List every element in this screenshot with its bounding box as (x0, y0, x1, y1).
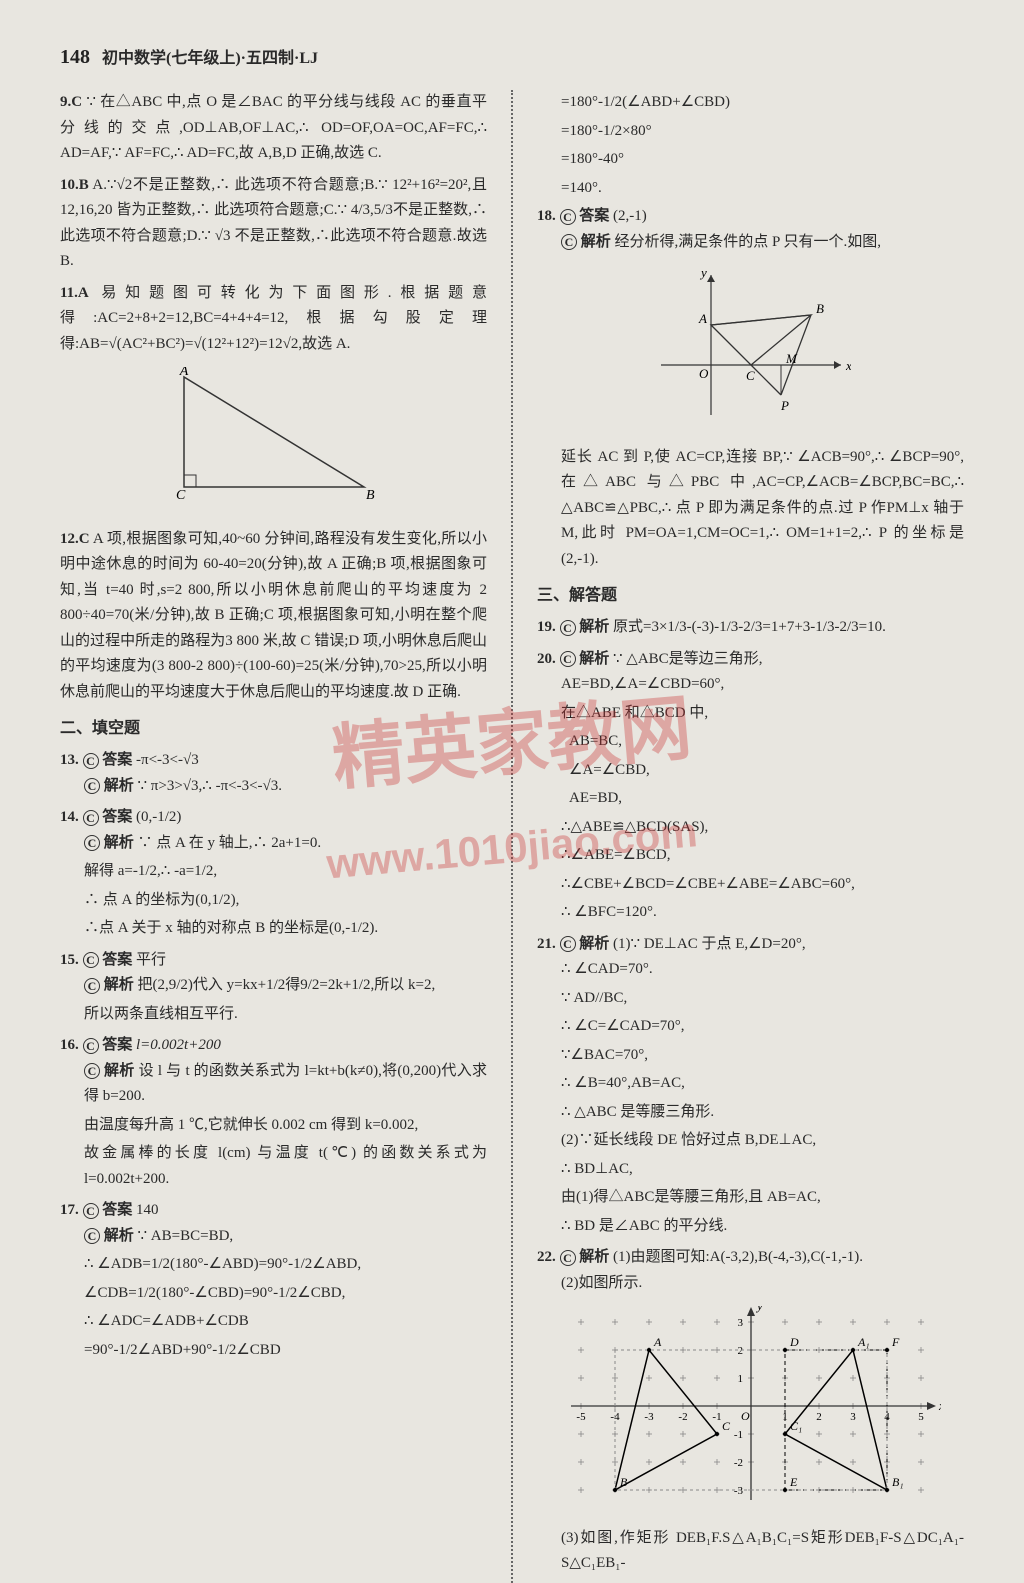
svg-text:x: x (938, 1398, 941, 1413)
svg-text:y: y (755, 1306, 763, 1313)
circle-c-icon: C (560, 936, 576, 952)
circle-c-icon: C (83, 952, 99, 968)
svg-text:1: 1 (737, 1373, 743, 1385)
page-header: 148 初中数学(七年级上)·五四制·LJ (60, 40, 964, 74)
triangle-figure: A C B (60, 367, 487, 517)
q21: 21. C 解析 (1)∵ DE⊥AC 于点 E,∠D=20°, ∴ ∠CAD=… (537, 932, 964, 1240)
circle-c-icon: C (84, 778, 100, 794)
svg-text:B: B (620, 1475, 628, 1489)
header-title: 初中数学(七年级上)·五四制·LJ (102, 45, 318, 72)
svg-text:O: O (741, 1409, 750, 1423)
svg-text:B₁: B₁ (892, 1475, 904, 1489)
coord-figure: x y O A B C M P (537, 265, 964, 435)
q11: 11.A 易知题图可转化为下面图形.根据题意得:AC=2+8+2=12,BC=4… (60, 281, 487, 358)
svg-text:C: C (722, 1419, 731, 1433)
q16: 16. C 答案 l=0.002t+200 C 解析 设 l 与 t 的函数关系… (60, 1033, 487, 1192)
svg-text:P: P (780, 398, 789, 413)
q15: 15. C 答案 平行 C 解析 把(2,9/2)代入 y=kx+1/2得9/2… (60, 948, 487, 1028)
svg-text:3: 3 (737, 1317, 743, 1329)
svg-text:A: A (653, 1335, 662, 1349)
svg-text:B: B (816, 301, 824, 316)
q12: 12.C A 项,根据图象可知,40~60 分钟间,路程没有发生变化,所以小明中… (60, 527, 487, 706)
svg-text:y: y (699, 265, 707, 280)
circle-c-icon: C (83, 1038, 99, 1054)
section-2-title: 二、填空题 (60, 715, 487, 742)
right-column: =180°-1/2(∠ABD+∠CBD) =180°-1/2×80° =180°… (537, 90, 964, 1583)
section-3-title: 三、解答题 (537, 582, 964, 609)
svg-text:-3: -3 (644, 1411, 654, 1423)
q17: 17. C 答案 140 C 解析 ∵ AB=BC=BD, ∴ ∠ADB=1/2… (60, 1198, 487, 1363)
svg-text:B: B (366, 488, 375, 503)
svg-text:-2: -2 (678, 1411, 687, 1423)
grid-figure: -5-4-3-2-112345-3-2-1123xyOABCA₁B₁C₁DEF (537, 1306, 964, 1516)
circle-c-icon: C (560, 651, 576, 667)
q18-exp2: 延长 AC 到 P,使 AC=CP,连接 BP,∵ ∠ACB=90°,∴ ∠BC… (537, 445, 964, 573)
q19: 19. C 解析 原式=3×1/3-(-3)-1/3-2/3=1+7+3-1/3… (537, 615, 964, 641)
svg-text:C: C (176, 488, 186, 503)
q20: 20. C 解析 ∵ △ABC是等边三角形, AE=BD,∠A=∠CBD=60°… (537, 647, 964, 926)
svg-text:3: 3 (850, 1411, 856, 1423)
q22-exp3: (3)如图,作矩形 DEB₁F.S△A₁B₁C₁=S矩形DEB₁F-S△DC₁A… (537, 1526, 964, 1577)
q14: 14. C 答案 (0,-1/2) C 解析 ∵ 点 A 在 y 轴上,∴ 2a… (60, 805, 487, 942)
circle-c-icon: C (561, 234, 577, 250)
page-number: 148 (60, 40, 90, 74)
svg-text:x: x (845, 358, 851, 373)
content: 9.C ∵ 在△ABC 中,点 O 是∠BAC 的平分线与线段 AC 的垂直平分… (60, 90, 964, 1583)
q22: 22. C 解析 (1)由题图可知:A(-3,2),B(-4,-3),C(-1,… (537, 1245, 964, 1296)
circle-c-icon: C (83, 753, 99, 769)
circle-c-icon: C (560, 620, 576, 636)
svg-text:-1: -1 (733, 1429, 742, 1441)
svg-text:F: F (891, 1335, 900, 1349)
svg-text:-5: -5 (576, 1411, 586, 1423)
svg-text:2: 2 (816, 1411, 822, 1423)
svg-text:C: C (746, 368, 755, 383)
svg-text:O: O (699, 366, 709, 381)
left-column: 9.C ∵ 在△ABC 中,点 O 是∠BAC 的平分线与线段 AC 的垂直平分… (60, 90, 487, 1583)
svg-text:D: D (789, 1335, 799, 1349)
svg-text:C₁: C₁ (790, 1419, 802, 1433)
q18: 18. C 答案 (2,-1) C 解析 经分析得,满足条件的点 P 只有一个.… (537, 204, 964, 255)
circle-c-icon: C (83, 1203, 99, 1219)
q10: 10.B A.∵√2不是正整数,∴ 此选项不符合题意;B.∵ 12²+16²=2… (60, 173, 487, 275)
svg-text:5: 5 (918, 1411, 924, 1423)
svg-text:-2: -2 (733, 1457, 742, 1469)
circle-c-icon: C (84, 1228, 100, 1244)
circle-c-icon: C (560, 209, 576, 225)
circle-c-icon: C (560, 1250, 576, 1266)
q13: 13. C 答案 -π<-3<-√3 C 解析 ∵ π>3>√3,∴ -π<-3… (60, 748, 487, 799)
svg-text:M: M (785, 351, 798, 366)
svg-text:A: A (698, 311, 707, 326)
circle-c-icon: C (84, 1063, 100, 1079)
circle-c-icon: C (84, 835, 100, 851)
svg-text:A₁: A₁ (857, 1335, 870, 1349)
circle-c-icon: C (84, 978, 100, 994)
svg-text:2: 2 (737, 1345, 743, 1357)
column-divider (511, 90, 513, 1583)
q9: 9.C ∵ 在△ABC 中,点 O 是∠BAC 的平分线与线段 AC 的垂直平分… (60, 90, 487, 167)
svg-text:-1: -1 (712, 1411, 721, 1423)
circle-c-icon: C (83, 810, 99, 826)
svg-text:A: A (178, 367, 188, 379)
svg-text:E: E (789, 1475, 798, 1489)
